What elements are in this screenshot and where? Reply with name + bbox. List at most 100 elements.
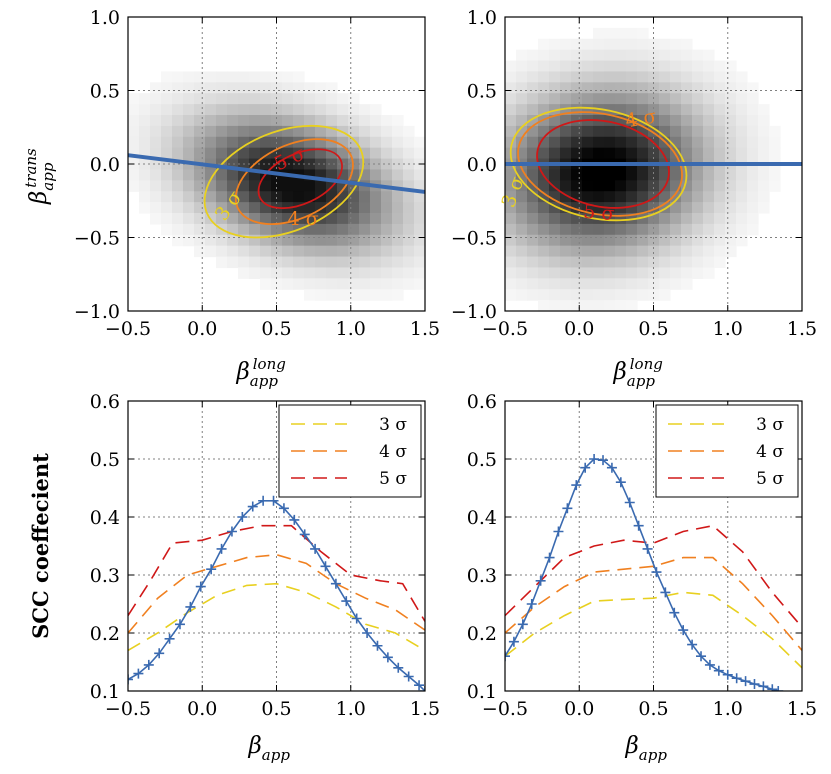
heatmap-cell <box>414 202 426 214</box>
y-tick-label: 0.3 <box>467 565 497 587</box>
heatmap-cell <box>216 125 228 138</box>
heatmap-cell <box>516 202 528 214</box>
heatmap-cell <box>681 213 693 225</box>
heatmap-cell <box>637 245 649 258</box>
scc-marker <box>206 564 217 575</box>
heatmap-cell <box>370 267 382 279</box>
heatmap-cell <box>725 223 737 236</box>
heatmap-cell <box>238 82 250 94</box>
heatmap-cell <box>637 202 649 214</box>
heatmap-cell <box>670 213 682 225</box>
heatmap-cell <box>604 49 616 62</box>
heatmap-cell <box>571 180 583 192</box>
heatmap-cell <box>326 289 338 301</box>
heatmap-cell <box>315 289 327 301</box>
y-tick-label: 0.5 <box>467 81 497 103</box>
heatmap-cell <box>403 223 415 236</box>
heatmap-cell <box>505 245 517 258</box>
heatmap-cell <box>403 147 415 160</box>
heatmap-cell <box>703 191 715 203</box>
heatmap-cell <box>516 191 528 203</box>
heatmap-cell <box>227 180 239 192</box>
scc-marker <box>278 503 289 514</box>
heatmap-cell <box>725 82 737 94</box>
heatmap-cell <box>615 191 627 203</box>
heatmap-cell <box>736 93 748 105</box>
heatmap-cell <box>249 93 261 105</box>
heatmap-cell <box>527 71 539 83</box>
heatmap-cell <box>659 278 671 290</box>
heatmap-cell <box>659 213 671 225</box>
heatmap-cell <box>637 49 649 62</box>
heatmap-cell <box>516 180 528 192</box>
heatmap-cell <box>293 278 305 290</box>
heatmap-cell <box>370 169 382 181</box>
panel-bottom-left: −0.5 0.0 0.5 1.0 1.5 0.6 0.5 0.4 0.3 0.2 0.1 3 σ 4 σ… <box>28 391 440 764</box>
heatmap-cell <box>648 180 660 192</box>
heatmap-cell <box>150 213 162 225</box>
heatmap-cell <box>736 191 748 203</box>
heatmap-cell <box>637 125 649 138</box>
heatmap-cell <box>736 147 748 160</box>
heatmap-cell <box>714 60 726 73</box>
heatmap-cell <box>615 104 627 116</box>
heatmap-cell <box>516 256 528 269</box>
heatmap-cell <box>370 202 382 214</box>
heatmap-cell <box>637 71 649 83</box>
heatmap-cell <box>538 234 550 247</box>
heatmap-cell <box>560 169 572 181</box>
heatmap-cell <box>282 267 294 279</box>
heatmap-cell <box>260 125 272 138</box>
heatmap-cell <box>549 38 561 51</box>
scc-marker <box>133 668 144 679</box>
heatmap-cell <box>282 115 294 127</box>
heatmap-cell <box>516 147 528 160</box>
heatmap-cell <box>315 82 327 94</box>
heatmap-cell <box>293 180 305 192</box>
heatmap-cell <box>370 234 382 247</box>
heatmap-cell <box>249 147 261 160</box>
heatmap-cell <box>172 71 184 83</box>
heatmap-cell <box>304 223 316 236</box>
heatmap-cell <box>205 136 217 149</box>
heatmap-cell <box>637 104 649 116</box>
heatmap-cell <box>571 104 583 116</box>
scc-marker <box>372 640 383 651</box>
heatmap-cell <box>271 223 283 236</box>
heatmap-cell <box>670 267 682 279</box>
heatmap-cell <box>161 191 173 203</box>
heatmap-cell <box>681 223 693 236</box>
heatmap-cell <box>392 191 404 203</box>
heatmap-cell <box>282 82 294 94</box>
heatmap-cell <box>216 180 228 192</box>
heatmap-cell <box>538 278 550 290</box>
heatmap-cell <box>282 278 294 290</box>
heatmap-cell <box>538 125 550 138</box>
heatmap-cell <box>582 300 594 312</box>
heatmap-cell <box>227 234 239 247</box>
heatmap-cell <box>326 223 338 236</box>
heatmap-cell <box>637 60 649 73</box>
heatmap-cell <box>571 82 583 94</box>
heatmap-cell <box>315 158 327 171</box>
heatmap-cell <box>538 180 550 192</box>
heatmap-cell <box>538 136 550 149</box>
heatmap-cell <box>604 82 616 94</box>
heatmap-cell <box>582 267 594 279</box>
heatmap-cell <box>725 180 737 192</box>
heatmap-cell <box>736 136 748 149</box>
heatmap-cell <box>593 289 605 301</box>
heatmap-cell <box>571 191 583 203</box>
scc-marker <box>299 529 310 540</box>
heatmap-cell <box>549 300 561 312</box>
heatmap-cell <box>516 278 528 290</box>
heatmap-cell <box>549 191 561 203</box>
heatmap-cell <box>172 147 184 160</box>
heatmap-cell <box>381 158 393 171</box>
heatmap-cell <box>604 278 616 290</box>
heatmap-cell <box>527 234 539 247</box>
heatmap-cell <box>703 82 715 94</box>
heatmap-cell <box>150 104 162 116</box>
heatmap-cell <box>659 60 671 73</box>
heatmap-cell <box>370 125 382 138</box>
